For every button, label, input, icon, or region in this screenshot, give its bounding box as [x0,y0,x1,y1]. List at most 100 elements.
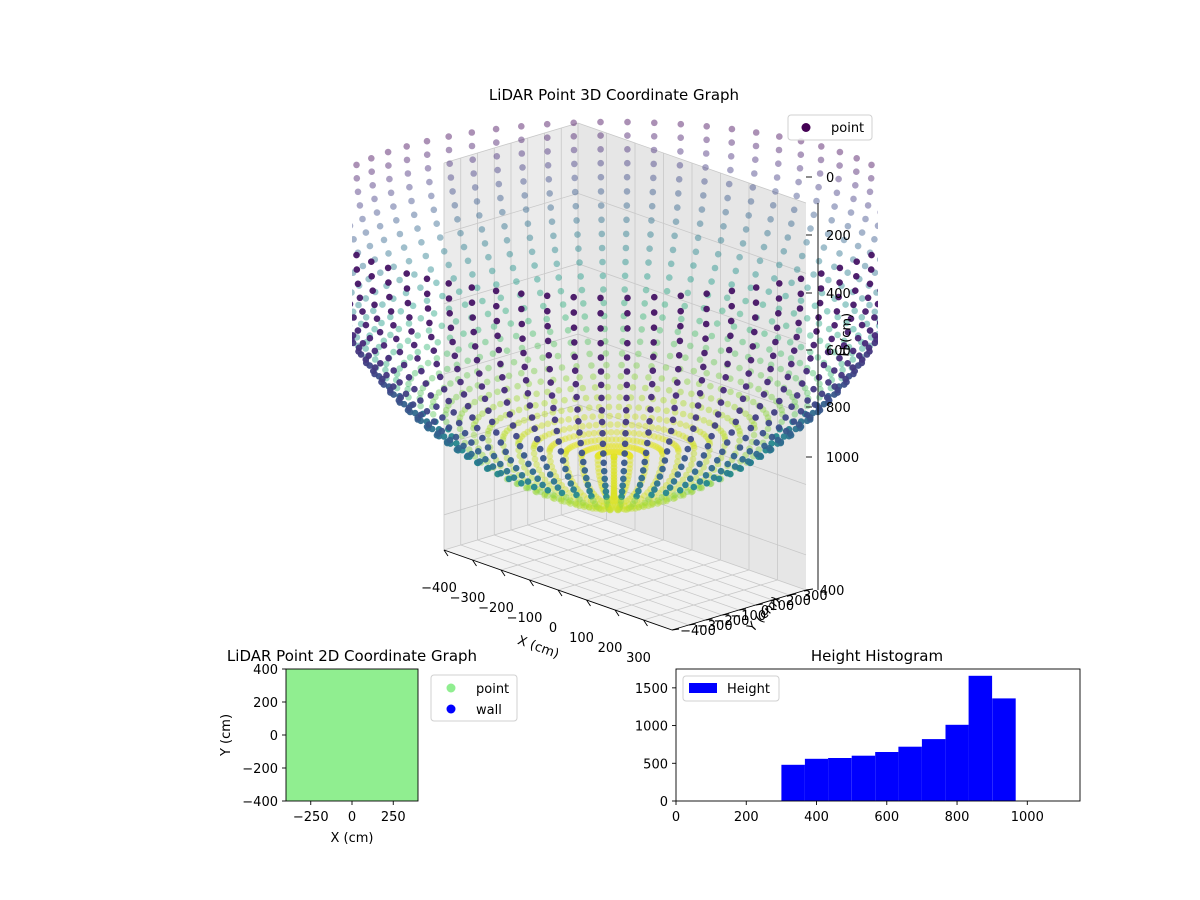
data-point [458,410,466,417]
data-point [823,308,831,315]
data-point [831,322,838,329]
data-point [414,348,422,356]
data-point [359,308,366,315]
data-point [654,497,661,505]
data-point [612,442,619,450]
data-point [503,467,511,475]
data-point [747,284,755,292]
data-point [633,445,640,453]
data-point [570,119,577,127]
data-point [340,303,347,310]
data-point [579,384,586,392]
data-point [621,440,629,448]
data-point [455,288,463,296]
data-point [390,203,397,210]
grid-line-y [527,138,756,606]
data-point [723,294,731,302]
data-point [650,339,657,346]
data-point [547,444,554,452]
histogram-x-tick-label: 400 [804,810,829,825]
data-point [570,309,578,316]
data-point [771,409,778,416]
data-point [890,271,897,278]
data-point [586,404,593,412]
data-point [752,314,759,321]
data-point [539,354,546,362]
data-point [610,453,618,461]
data-point [881,259,888,266]
data-point [393,335,400,343]
data-point [331,271,338,278]
data-point [742,383,750,390]
data-point [706,419,713,427]
data-point [529,468,537,476]
data-point [628,505,636,512]
z-tick-label: 0 [826,171,834,186]
data-point [371,347,379,355]
data-point [890,203,897,210]
data-point [669,246,677,254]
data-point [456,425,464,433]
data-point [603,361,610,369]
data-point [687,412,694,420]
data-point [550,478,558,485]
data-point [608,436,616,443]
data-point [623,506,631,513]
data-point [581,313,589,320]
data-point [356,202,364,209]
data-point [405,257,413,265]
data-point [844,269,851,277]
data-point [626,453,634,460]
data-point [426,178,433,186]
data-point [444,365,451,373]
data-point [910,220,917,227]
data-point [703,433,710,440]
chart-2d-legend: point wall [430,674,518,722]
data-point [620,499,628,506]
data-point [610,490,618,498]
data-point [621,459,628,467]
data-point [313,233,320,240]
data-point [623,188,631,195]
data-point [690,442,698,450]
data-point [659,435,666,443]
data-point [610,453,618,461]
data-point [430,206,438,214]
data-point [615,403,623,411]
chart-3d: LiDAR Point 3D Coordinate Graph −400−300… [313,86,917,666]
data-point [736,364,743,372]
data-point [540,302,547,310]
data-point [473,356,481,364]
data-point [450,409,458,416]
data-point [764,229,771,237]
data-point [576,374,583,381]
data-point [593,503,601,511]
data-point [806,348,814,356]
data-point [316,255,323,262]
data-point [682,354,689,362]
data-point [816,170,824,177]
data-point [513,432,520,440]
data-point [625,472,632,480]
data-point [338,310,345,317]
data-point [379,301,386,308]
data-point [702,335,709,343]
data-point [790,418,798,425]
y-tick-label: 300 [803,589,828,604]
data-point [562,465,569,473]
data-point [612,448,620,456]
data-point [445,424,453,431]
data-point [648,393,655,401]
data-point [696,356,704,364]
data-point [591,437,599,445]
data-point [727,317,735,325]
data-point [650,160,657,168]
data-point [371,301,378,309]
data-point [383,371,390,379]
data-point [602,505,609,512]
data-point [831,263,838,271]
data-point [628,444,636,451]
data-point [332,298,339,305]
data-point [620,475,627,483]
data-point [650,146,658,154]
